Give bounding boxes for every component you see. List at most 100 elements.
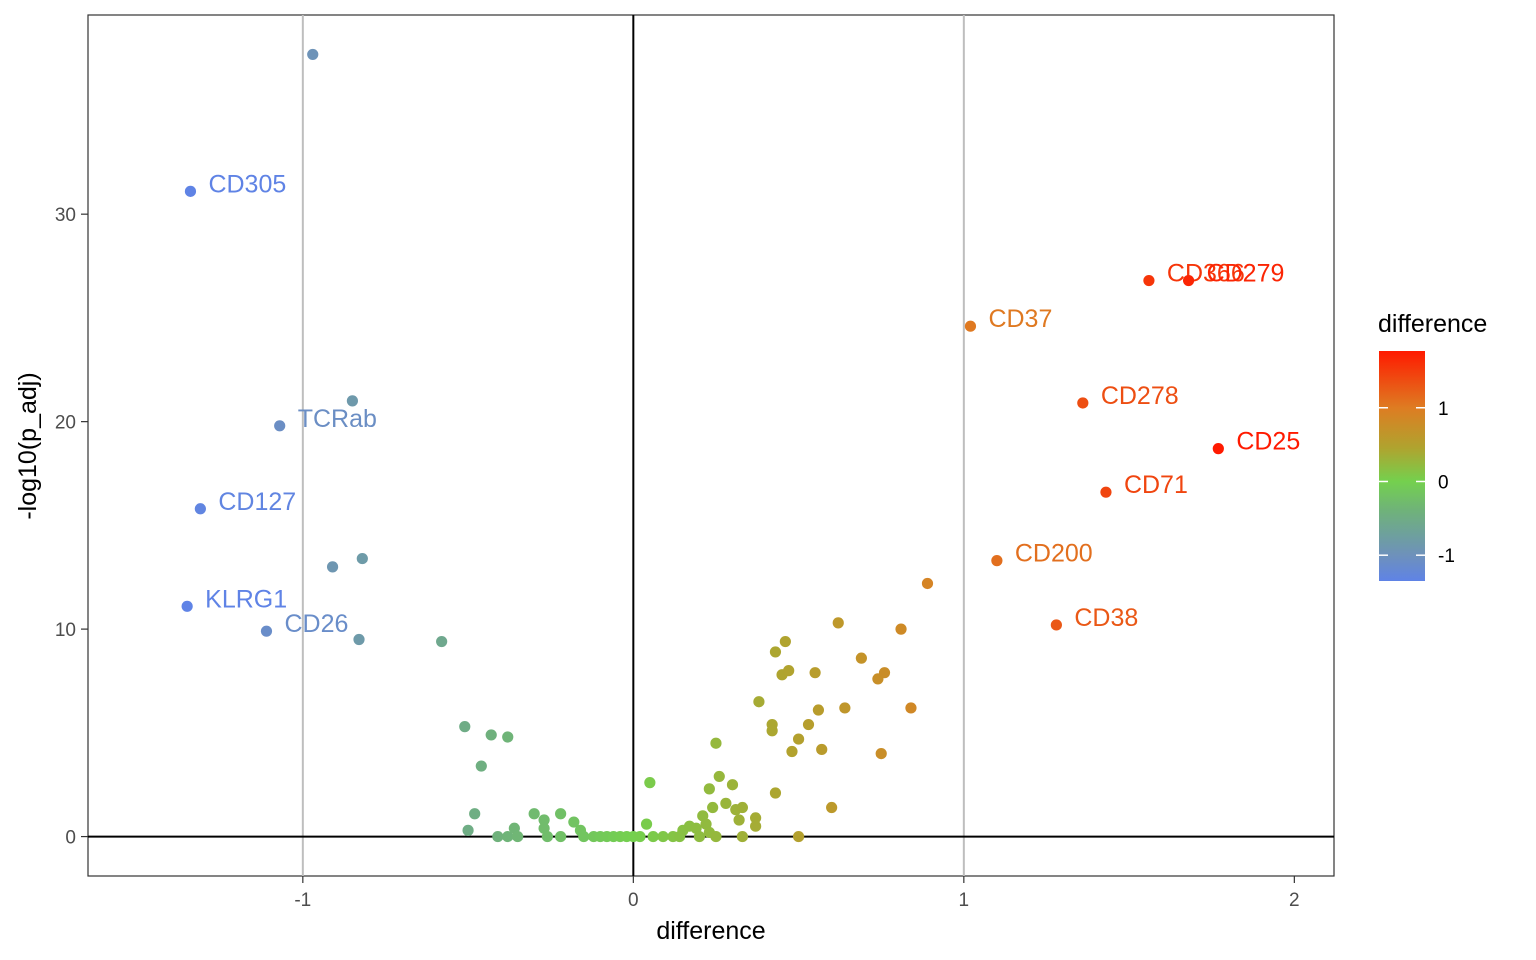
- data-point: [541, 830, 554, 843]
- labeled-point: [1182, 274, 1195, 287]
- data-point: [647, 830, 659, 843]
- point-label: CD279: [1207, 260, 1285, 288]
- data-point: [769, 787, 782, 799]
- labeled-point: [991, 555, 1003, 567]
- data-point: [356, 552, 368, 565]
- data-point: [326, 561, 339, 573]
- data-point: [832, 617, 844, 629]
- data-point: [766, 725, 778, 737]
- y-tick-label: 20: [55, 413, 76, 434]
- data-point: [502, 830, 514, 843]
- y-axis-title: -log10(p_adj): [14, 372, 42, 519]
- data-point: [346, 395, 359, 407]
- data-point: [895, 623, 907, 635]
- data-point: [750, 812, 762, 824]
- point-label: CD38: [1074, 604, 1138, 632]
- y-tick-label: 30: [55, 205, 76, 226]
- point-label: CD26: [284, 610, 348, 638]
- data-point: [905, 702, 917, 714]
- data-point: [720, 797, 732, 809]
- data-point: [839, 702, 851, 714]
- data-point: [640, 818, 653, 830]
- data-point: [555, 808, 567, 820]
- data-point: [475, 760, 487, 772]
- data-point: [528, 808, 540, 820]
- x-tick-label: 2: [1289, 890, 1300, 911]
- plot-panel: [87, 14, 1335, 877]
- labeled-point: [274, 420, 286, 432]
- data-point: [436, 635, 448, 648]
- data-point: [736, 801, 748, 814]
- data-point: [878, 667, 891, 679]
- labeled-point: [1212, 443, 1224, 455]
- legend-tick-label: 0: [1438, 472, 1449, 493]
- y-tick-label: 10: [55, 620, 76, 641]
- data-point: [710, 737, 722, 749]
- data-point: [459, 721, 471, 733]
- point-label: CD366: [1167, 260, 1245, 288]
- data-point: [812, 704, 825, 716]
- data-point: [736, 830, 748, 843]
- point-label: CD305: [208, 170, 286, 198]
- data-point: [802, 718, 815, 731]
- point-label: TCRab: [298, 405, 377, 433]
- data-point: [875, 747, 887, 760]
- point-label: CD71: [1124, 471, 1188, 499]
- data-point: [733, 814, 745, 826]
- point-label: CD278: [1101, 382, 1179, 410]
- data-point: [726, 779, 739, 791]
- legend-colorbar: [1379, 351, 1425, 581]
- labeled-point: [964, 320, 977, 332]
- labeled-point: [181, 600, 193, 612]
- data-point: [353, 633, 365, 646]
- data-point: [769, 646, 782, 658]
- labeled-point: [1143, 274, 1155, 287]
- labeled-point: [260, 625, 273, 637]
- legend-tick-label: 1: [1438, 399, 1449, 420]
- data-point: [710, 830, 722, 843]
- legend-title: difference: [1378, 310, 1487, 338]
- color-legend: 1 0 -1: [1379, 351, 1455, 581]
- data-point: [707, 801, 719, 814]
- data-point: [538, 814, 550, 826]
- data-point: [779, 635, 791, 648]
- data-point: [713, 770, 725, 783]
- data-point: [809, 667, 821, 679]
- data-point: [792, 830, 805, 843]
- data-point: [703, 783, 715, 795]
- data-point: [826, 801, 838, 814]
- data-point: [634, 830, 646, 843]
- data-point: [816, 743, 828, 756]
- labeled-point: [184, 185, 197, 197]
- labeled-point: [1050, 619, 1062, 631]
- data-point: [644, 777, 656, 789]
- point-label: CD37: [988, 305, 1052, 333]
- x-tick-label: 1: [959, 890, 970, 911]
- data-point: [786, 745, 798, 758]
- data-point: [693, 830, 706, 843]
- labeled-point: [1077, 397, 1089, 409]
- data-point: [750, 820, 762, 832]
- data-point: [578, 830, 590, 843]
- data-point: [921, 577, 934, 590]
- labeled-point: [194, 503, 206, 515]
- point-label: CD25: [1236, 428, 1300, 456]
- data-point: [753, 696, 765, 708]
- data-point: [502, 731, 514, 743]
- data-point: [485, 729, 497, 741]
- point-label: KLRG1: [205, 585, 287, 613]
- data-point: [307, 48, 319, 61]
- data-point: [512, 830, 524, 843]
- data-point: [792, 733, 805, 745]
- x-tick-label: 0: [628, 890, 639, 911]
- data-point: [469, 808, 481, 820]
- y-tick-label: 0: [65, 828, 76, 849]
- data-point: [492, 830, 504, 843]
- data-point: [783, 665, 795, 677]
- point-label: CD127: [218, 488, 296, 516]
- data-point: [555, 830, 567, 843]
- legend-tick-label: -1: [1438, 546, 1455, 567]
- labeled-point: [1100, 486, 1112, 498]
- data-point: [855, 652, 867, 664]
